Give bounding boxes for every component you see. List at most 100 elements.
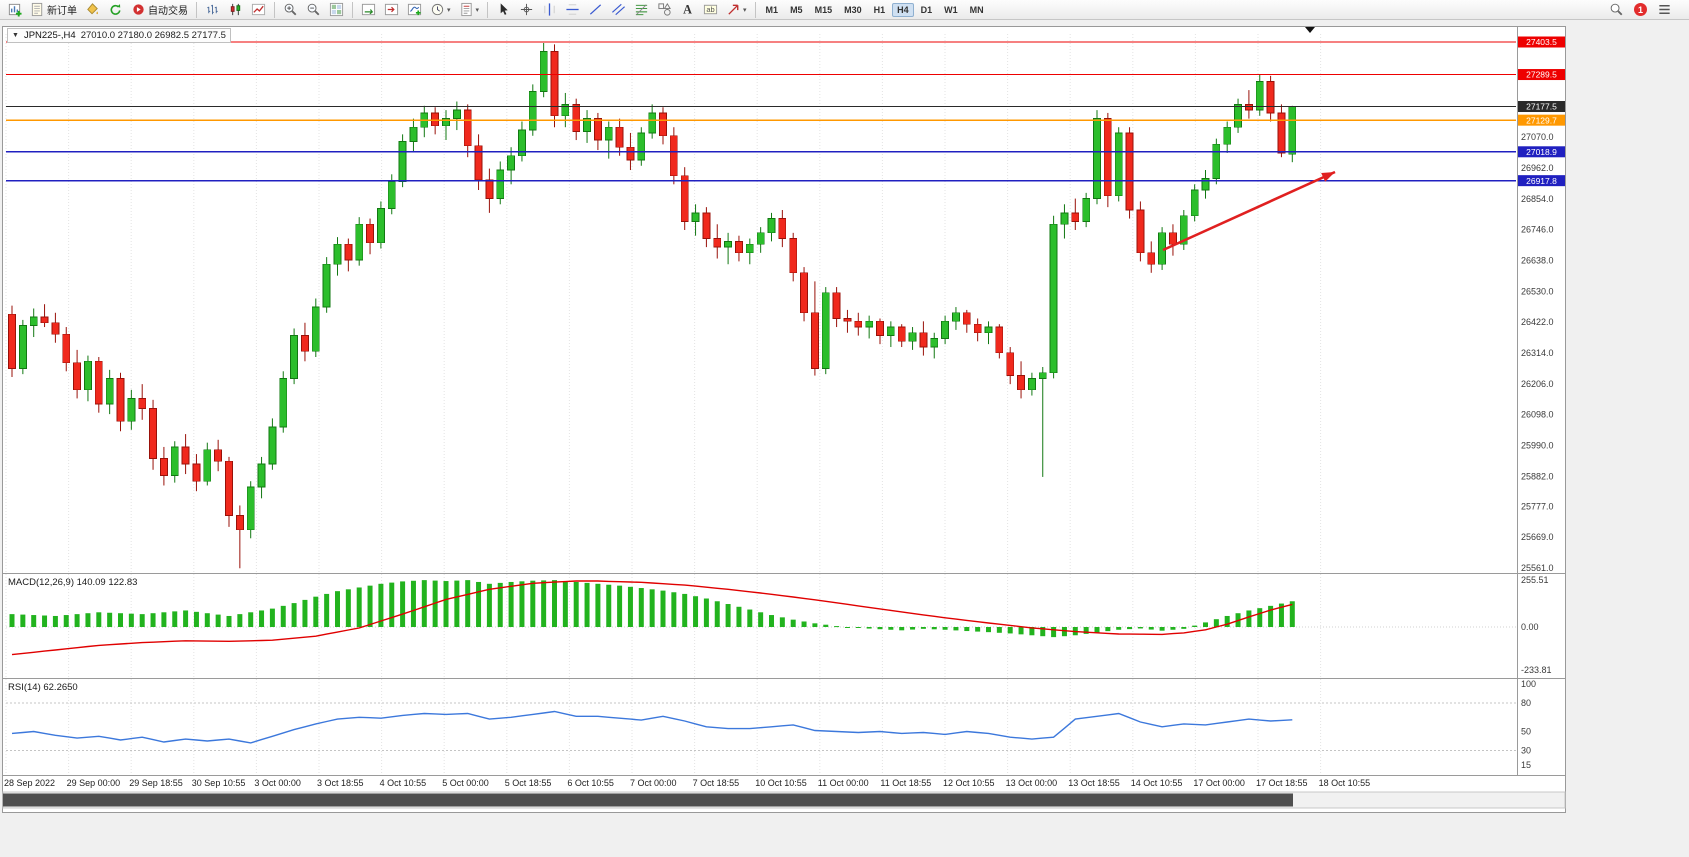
- price-level-badge: [1518, 36, 1565, 48]
- arrows-button[interactable]: ▾: [723, 0, 750, 19]
- macd-histogram-bar: [1051, 627, 1057, 638]
- timeframe-mn-button[interactable]: MN: [965, 3, 989, 17]
- notifications-badge[interactable]: 1: [1634, 3, 1647, 16]
- new-chart-button[interactable]: [4, 0, 25, 19]
- macd-axis-label: 0.00: [1521, 622, 1539, 632]
- periods-button[interactable]: ▾: [427, 0, 454, 19]
- toolbar-separator: [274, 1, 275, 18]
- macd-histogram-bar: [183, 610, 189, 627]
- text-label-button[interactable]: ab: [700, 0, 721, 19]
- auto-scroll-button[interactable]: [358, 0, 379, 19]
- bear-candle: [192, 463, 201, 482]
- bull-candle: [1082, 198, 1091, 222]
- trend-arrow[interactable]: [1162, 170, 1336, 252]
- line-chart-button[interactable]: [248, 0, 269, 19]
- candlestick-chart-button[interactable]: [225, 0, 246, 19]
- bull-candle: [322, 263, 331, 308]
- bull-candle: [442, 118, 450, 127]
- add-indicator-button[interactable]: [404, 0, 425, 19]
- bull-candle: [18, 325, 27, 369]
- menu-button[interactable]: [1654, 0, 1675, 19]
- trendline-icon: [589, 4, 602, 15]
- shapes-button[interactable]: [654, 0, 675, 19]
- price-axis-label: 25777.0: [1521, 501, 1554, 511]
- label-icon: ab: [703, 4, 718, 15]
- price-level-badge-label: 27289.5: [1526, 70, 1557, 80]
- bear-candle: [235, 515, 244, 531]
- timeframe-m5-button[interactable]: M5: [785, 3, 808, 17]
- new-order-button[interactable]: 新订单: [27, 0, 80, 19]
- vertical-line-button[interactable]: [539, 0, 560, 19]
- macd-histogram-bar: [107, 612, 113, 627]
- chart-shift-button[interactable]: [381, 0, 402, 19]
- h-scrollbar-thumb[interactable]: [3, 793, 1293, 807]
- macd-histogram-bar: [204, 613, 210, 627]
- bull-candle: [170, 446, 179, 476]
- macd-histogram-bar: [497, 582, 503, 627]
- macd-histogram-bar: [378, 583, 384, 627]
- macd-histogram-bar: [975, 627, 981, 632]
- timeframe-h1-button[interactable]: H1: [869, 3, 891, 17]
- timeframe-m30-button[interactable]: M30: [839, 3, 867, 17]
- macd-histogram-bar: [9, 614, 15, 627]
- macd-histogram-bar: [150, 613, 156, 627]
- symbols-dropdown-icon[interactable]: ▼: [12, 32, 19, 39]
- macd-histogram-bar: [736, 606, 742, 627]
- bear-candle: [962, 312, 971, 325]
- auto-trading-button[interactable]: 自动交易: [128, 0, 191, 19]
- timeframe-h4-button-label: H4: [897, 4, 909, 15]
- timeframe-m1-button-label: M1: [765, 4, 779, 15]
- macd-histogram-bar: [161, 612, 167, 627]
- macd-histogram-bar: [562, 581, 568, 627]
- bear-candle: [159, 457, 168, 476]
- bear-candle: [876, 320, 884, 337]
- search-button[interactable]: [1606, 0, 1627, 19]
- timeframe-d1-button[interactable]: D1: [916, 3, 938, 17]
- macd-histogram-bar: [1127, 627, 1133, 630]
- bear-candle: [181, 446, 190, 465]
- tile-windows-icon: [329, 2, 344, 17]
- macd-histogram-bar: [1257, 608, 1263, 627]
- horizontal-line-button[interactable]: [562, 0, 583, 19]
- price-chart-canvas[interactable]: 27403.5 27289.5 27129.7 27018.9 26917.8 27177…: [0, 20, 1689, 857]
- bull-candle: [333, 243, 342, 265]
- cursor-button[interactable]: [493, 0, 514, 19]
- trendline-button[interactable]: [585, 0, 606, 19]
- bear-candle: [1017, 375, 1025, 391]
- fibonacci-button[interactable]: [631, 0, 652, 19]
- bull-candle: [1093, 118, 1101, 199]
- templates-button[interactable]: ▾: [456, 0, 483, 19]
- macd-histogram-bar: [866, 627, 872, 629]
- auto-scroll-icon: [361, 3, 376, 16]
- channel-button[interactable]: [608, 0, 629, 19]
- chart-shift-marker[interactable]: [1305, 27, 1315, 33]
- macd-histogram-bar: [302, 599, 308, 627]
- chart-title-tab[interactable]: ▼ JPN225-,H4 27010.0 27180.0 26982.5 271…: [7, 28, 231, 43]
- price-axis-label: 25882.0: [1521, 471, 1554, 481]
- crosshair-button[interactable]: [516, 0, 537, 19]
- macd-histogram-bar: [96, 612, 102, 627]
- chart-window[interactable]: 27403.5 27289.5 27129.7 27018.9 26917.8 27177…: [0, 20, 1689, 857]
- timeframe-w1-button-label: W1: [944, 4, 958, 15]
- bear-candle: [1277, 112, 1286, 154]
- bull-candle: [691, 212, 700, 222]
- timeframe-m1-button[interactable]: M1: [761, 3, 784, 17]
- bull-candle: [290, 335, 299, 379]
- trend-arrow-head: [1321, 172, 1335, 182]
- bar-chart-button[interactable]: [202, 0, 223, 19]
- refresh-button[interactable]: [105, 0, 126, 19]
- zoom-out-icon: [307, 3, 320, 16]
- zoom-in-button[interactable]: [280, 0, 301, 19]
- new-chart-icon: [8, 3, 22, 17]
- timeframe-m15-button[interactable]: M15: [810, 3, 838, 17]
- tile-windows-button[interactable]: [326, 0, 347, 19]
- macd-histogram-bar: [85, 613, 91, 627]
- zoom-out-button[interactable]: [303, 0, 324, 19]
- chart-styles-button[interactable]: [82, 0, 103, 19]
- text-button[interactable]: A: [677, 0, 698, 19]
- bull-candle: [507, 155, 516, 171]
- timeframe-w1-button[interactable]: W1: [939, 3, 963, 17]
- macd-histogram-bar: [725, 604, 731, 627]
- time-axis-label: 11 Oct 18:55: [880, 778, 931, 788]
- timeframe-h4-button[interactable]: H4: [892, 2, 914, 17]
